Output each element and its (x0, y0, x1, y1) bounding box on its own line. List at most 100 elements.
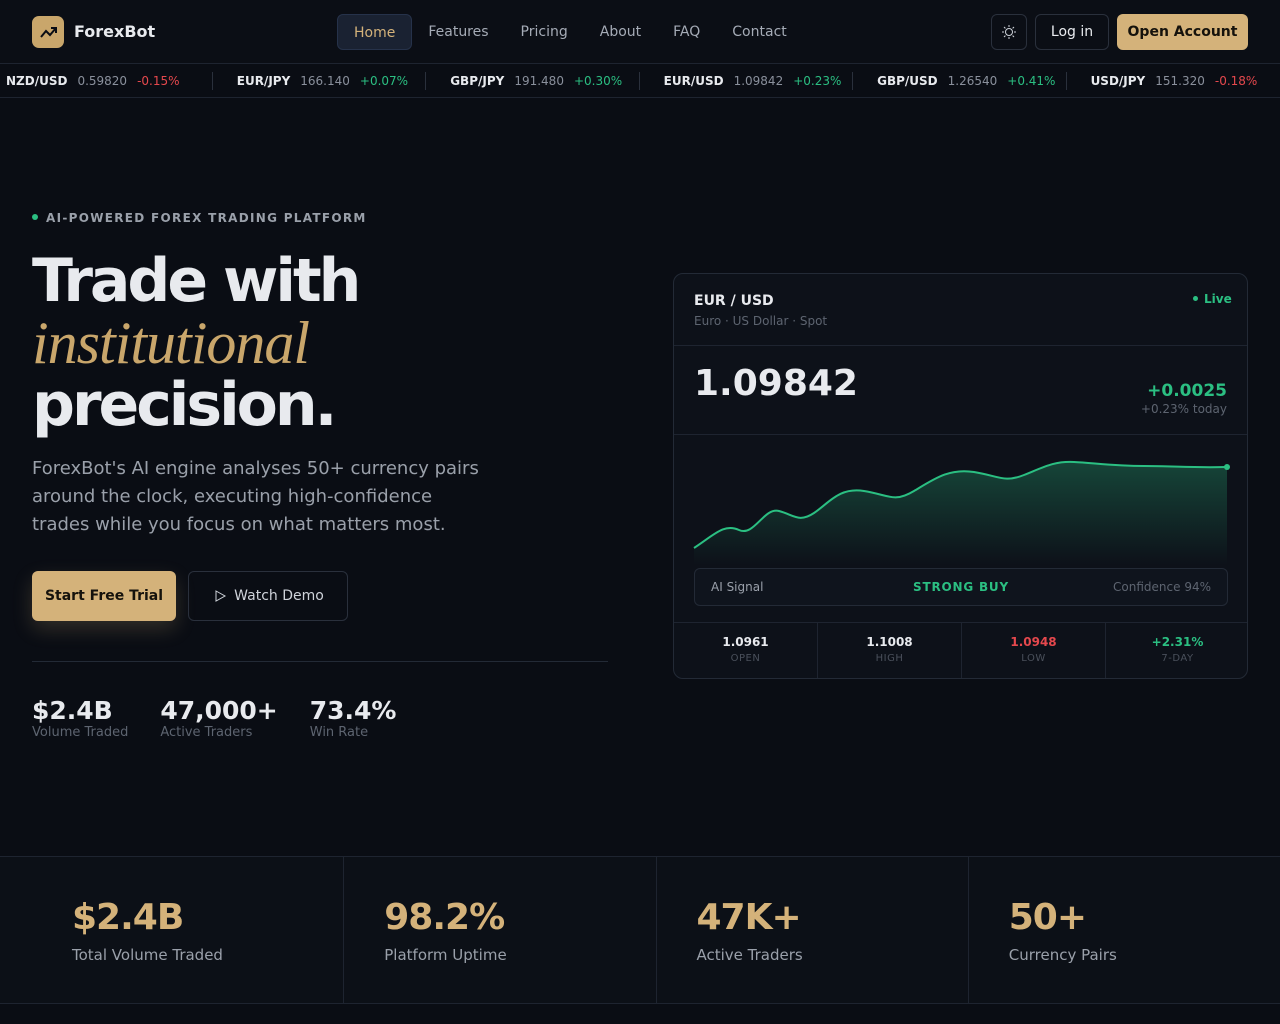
change: -0.18% (1214, 74, 1258, 88)
cell: 1.0961 OPEN (674, 623, 818, 678)
change: +0.30% (573, 74, 623, 88)
stat-label: Active Traders (160, 725, 253, 740)
sparkline (693, 460, 1230, 565)
stat: $2.4B Total Volume Traded (0, 857, 345, 1003)
signal: STRONG BUY (913, 580, 1009, 594)
trial-button[interactable]: Start Free Trial (32, 571, 176, 621)
pair: GBP/JPY (450, 74, 505, 88)
play-icon (215, 590, 227, 602)
price: 1.09842 (733, 74, 784, 88)
stat-value: 47,000+ (160, 696, 278, 725)
nav-link[interactable]: FAQ (673, 24, 701, 40)
sun-icon (1002, 25, 1016, 39)
hero-stat: 73.4% Win Rate (310, 696, 397, 740)
cell-label: LOW (1021, 653, 1046, 664)
brand[interactable]: ForexBot (74, 22, 156, 41)
nav-link[interactable]: Contact (732, 24, 787, 40)
separator (674, 434, 1247, 435)
card-price: 1.09842 (694, 363, 858, 404)
change: +0.23% (793, 74, 842, 88)
price: 1.26540 (947, 74, 998, 88)
sparkline-area (694, 461, 1227, 565)
cell-value: 1.1008 (866, 635, 913, 649)
cell-label: HIGH (875, 653, 904, 664)
cell-label: 7-DAY (1161, 653, 1194, 664)
change: +0.07% (359, 74, 409, 88)
price: 151.320 (1155, 74, 1205, 88)
change: -0.15% (137, 74, 180, 88)
demo-button[interactable]: Watch Demo (188, 571, 348, 621)
card-cells: 1.0961 OPEN 1.1008 HIGH 1.0948 LOW +2.31% 7-… (674, 622, 1247, 678)
stat: 50+ Currency Pairs (969, 857, 1280, 1003)
price: 191.480 (514, 74, 564, 88)
price: 166.140 (300, 74, 350, 88)
nav: Home Features Pricing About FAQ Contact (337, 14, 803, 50)
pair: EUR/USD (663, 74, 724, 88)
hero-text: ForexBot's AI engine analyses 50+ curren… (32, 458, 479, 535)
price-card: EUR / USD Euro · US Dollar · Spot Live 1… (673, 273, 1248, 679)
logo[interactable] (32, 16, 64, 48)
ticker-item: NZD/USD 0.59820 -0.15% (0, 72, 213, 90)
ticker-item: EUR/JPY 166.140 +0.07% (213, 72, 427, 90)
sparkline-end (1224, 464, 1230, 470)
nav-link[interactable]: Features (428, 24, 489, 40)
ticker-item: GBP/USD 1.26540 +0.41% (853, 72, 1067, 90)
ticker-item: USD/JPY 151.320 -0.18% (1067, 72, 1280, 90)
stat-value: $2.4B (32, 696, 113, 725)
stat-value: 73.4% (309, 696, 397, 725)
stat-label: Active Traders (696, 946, 803, 964)
cell: 1.0948 LOW (962, 623, 1106, 678)
stat-value: 98.2% (384, 897, 505, 938)
stat-value: $2.4B (72, 897, 184, 938)
hero-stat: 47,000+ Active Traders (160, 696, 277, 740)
stat-label: Total Volume Traded (72, 946, 223, 964)
divider (32, 661, 608, 662)
stat: 98.2% Platform Uptime (344, 857, 657, 1003)
price: 0.59820 (77, 74, 128, 88)
nav-link[interactable]: Home (337, 14, 413, 50)
pair: EUR/JPY (236, 74, 291, 88)
confidence: Confidence 94% (1113, 580, 1211, 594)
pair: NZD/USD (6, 74, 68, 88)
change: +0.41% (1007, 74, 1056, 88)
cell-value: 1.0961 (722, 635, 769, 649)
hero-stat: $2.4B Volume Traded (32, 696, 128, 740)
ticker-item: EUR/USD 1.09842 +0.23% (640, 72, 854, 90)
title-line: precision. (32, 370, 337, 440)
card-pair: EUR / USD (694, 293, 774, 309)
stats-band: $2.4B Total Volume Traded 98.2% Platform U… (0, 856, 1280, 1004)
open-account-button[interactable]: Open Account (1117, 14, 1248, 50)
signal-box: AI Signal STRONG BUY Confidence 94% (694, 568, 1228, 606)
nav-link[interactable]: About (599, 24, 642, 40)
cell: +2.31% 7-DAY (1106, 623, 1247, 678)
nav-link[interactable]: Pricing (520, 24, 568, 40)
theme-toggle[interactable] (991, 14, 1027, 50)
separator (674, 345, 1247, 346)
pair: USD/JPY (1090, 74, 1146, 88)
cell-value: 1.0948 (1010, 635, 1057, 649)
stat-label: Currency Pairs (1008, 946, 1117, 964)
stat-label: Volume Traded (32, 725, 129, 740)
stat: 47K+ Active Traders (657, 857, 969, 1003)
sparkline-line (693, 460, 1228, 549)
cell: 1.1008 HIGH (818, 623, 962, 678)
eyebrow-dot (32, 214, 38, 220)
pair: GBP/USD (877, 74, 938, 88)
live-status: Live (1204, 292, 1232, 306)
stat-label: Win Rate (309, 725, 369, 740)
header: ForexBot Home Features Pricing About FAQ… (0, 0, 1280, 64)
logo-icon (40, 27, 57, 38)
login-button[interactable]: Log in (1035, 14, 1109, 50)
title-line: Trade with (32, 246, 361, 316)
card-sub: Euro · US Dollar · Spot (694, 314, 828, 328)
live-dot (1193, 296, 1198, 301)
hero-stats: $2.4B Volume Traded 47,000+ Active Traders… (32, 696, 396, 740)
ticker-item: GBP/JPY 191.480 +0.30% (426, 72, 640, 90)
eyebrow: AI-POWERED FOREX TRADING PLATFORM (46, 211, 367, 225)
card-change: +0.0025 (1147, 381, 1227, 401)
hero-title: Trade with institutional precision. (32, 246, 361, 440)
demo-label: Watch Demo (234, 588, 324, 604)
ticker: NZD/USD 0.59820 -0.15% EUR/JPY 166.140 +0.07… (0, 65, 1280, 98)
stat-value: 47K+ (696, 897, 802, 938)
